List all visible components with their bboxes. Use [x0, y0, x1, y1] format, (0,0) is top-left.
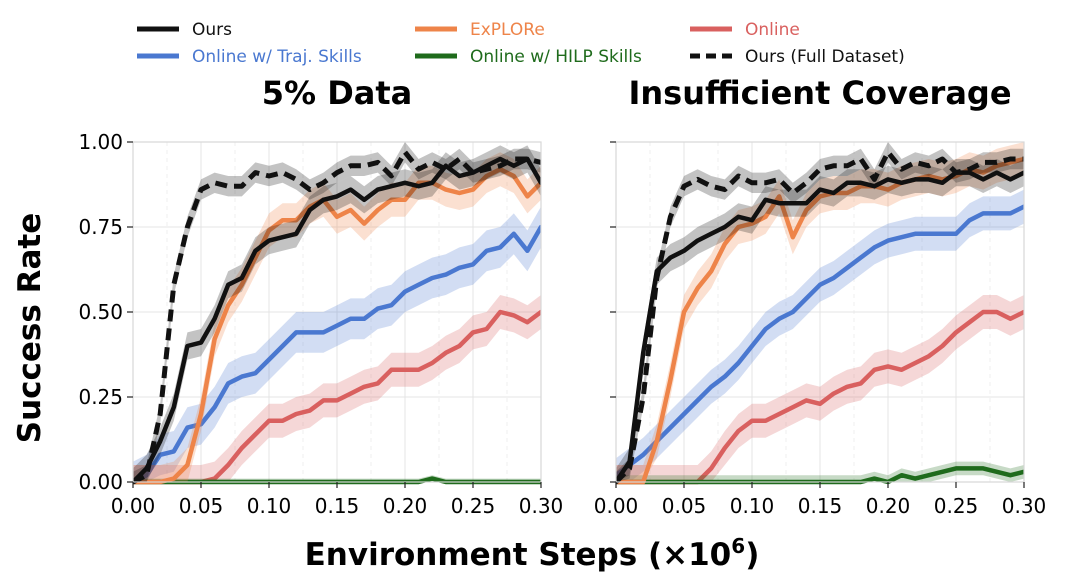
y-tick-label: 1.00 — [78, 130, 123, 154]
y-tick-label: 0.50 — [78, 300, 123, 324]
line-explore — [133, 166, 541, 485]
x-tick-label: 0.00 — [594, 494, 639, 518]
legend: Ours ExPLORe Online Online w/ Traj. Skills O… — [137, 20, 905, 67]
band-online — [616, 295, 1024, 482]
x-axis-label: Environment Steps (×106) — [305, 534, 760, 573]
line-full — [133, 149, 541, 485]
legend-label-traj: Online w/ Traj. Skills — [192, 47, 362, 67]
x-tick-label: 0.10 — [247, 494, 292, 518]
line-full — [616, 149, 1024, 484]
line-traj — [133, 224, 541, 485]
panel-1: 5% Data 0.00 0.25 0.50 0.75 1.00 0.00 0.05 0.10 0… — [78, 74, 563, 518]
panel-title: Insufficient Coverage — [628, 74, 1011, 112]
x-axis-label-close: ) — [745, 537, 759, 573]
panel-title: 5% Data — [262, 74, 413, 112]
y-tick-label: 0.25 — [78, 385, 123, 409]
y-tick-label: 0.75 — [78, 215, 123, 239]
x-tick-label: 0.20 — [383, 494, 428, 518]
x-tick-label: 0.05 — [179, 494, 224, 518]
x-tick-label: 0.25 — [451, 494, 496, 518]
band-traj — [616, 189, 1024, 482]
x-tick-label: 0.20 — [866, 494, 911, 518]
line-ours — [133, 156, 541, 485]
legend-label-hilp: Online w/ HILP Skills — [470, 47, 642, 67]
x-tick-label: 0.05 — [662, 494, 707, 518]
x-tick-label: 0.00 — [111, 494, 156, 518]
x-tick-label: 0.15 — [798, 494, 843, 518]
y-tick-label: 0.00 — [78, 470, 123, 494]
legend-label-ours: Ours — [192, 20, 232, 40]
x-axis-label-text: Environment Steps (×10 — [305, 537, 732, 573]
x-tick-label: 0.25 — [934, 494, 979, 518]
x-tick-label: 0.15 — [315, 494, 360, 518]
band-online — [133, 295, 541, 482]
series-group — [616, 142, 1024, 485]
band-full — [133, 142, 541, 482]
x-tick-label: 0.30 — [1002, 494, 1047, 518]
legend-label-online: Online — [745, 20, 800, 40]
panels: 5% Data 0.00 0.25 0.50 0.75 1.00 0.00 0.05 0.10 0… — [78, 74, 1046, 518]
legend-label-full: Ours (Full Dataset) — [745, 47, 905, 67]
x-axis-label-exponent: 6 — [731, 534, 745, 558]
x-tick-label: 0.30 — [519, 494, 564, 518]
legend-label-explore: ExPLORe — [470, 20, 545, 40]
y-axis-label: Success Rate — [12, 213, 48, 444]
band-ours — [616, 159, 1024, 482]
panel-2: Insufficient Coverage 0.00 0.05 0.10 0.15 0.2… — [594, 74, 1047, 518]
x-tick-label: 0.10 — [730, 494, 775, 518]
line-explore — [616, 156, 1024, 485]
line-traj — [616, 204, 1024, 478]
